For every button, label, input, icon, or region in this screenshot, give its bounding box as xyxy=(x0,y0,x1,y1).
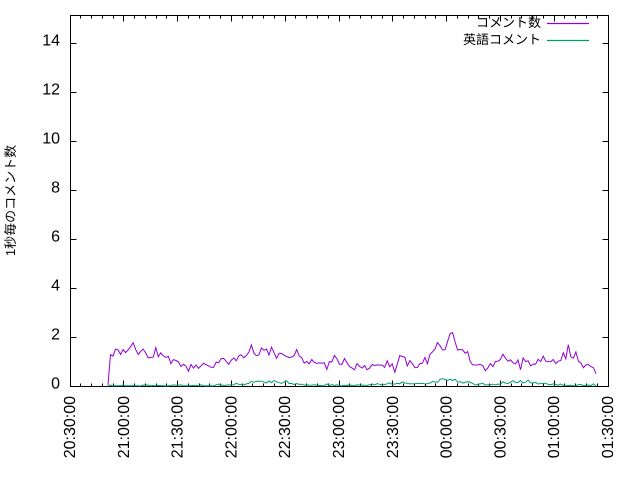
svg-text:12: 12 xyxy=(42,81,60,98)
svg-text:22:30:00: 22:30:00 xyxy=(277,396,294,458)
svg-text:6: 6 xyxy=(51,228,60,245)
svg-text:1秒毎のコメント数: 1秒毎のコメント数 xyxy=(3,145,18,256)
svg-text:2: 2 xyxy=(51,326,60,343)
svg-text:22:00:00: 22:00:00 xyxy=(223,396,240,458)
svg-text:英語コメント: 英語コメント xyxy=(463,32,541,47)
svg-text:23:00:00: 23:00:00 xyxy=(331,396,348,458)
svg-text:4: 4 xyxy=(51,277,60,294)
svg-text:01:30:00: 01:30:00 xyxy=(600,396,617,458)
svg-text:00:00:00: 00:00:00 xyxy=(439,396,456,458)
svg-text:21:00:00: 21:00:00 xyxy=(116,396,133,458)
svg-text:8: 8 xyxy=(51,179,60,196)
svg-text:23:30:00: 23:30:00 xyxy=(385,396,402,458)
svg-text:21:30:00: 21:30:00 xyxy=(170,396,187,458)
svg-text:14: 14 xyxy=(42,32,60,49)
svg-text:10: 10 xyxy=(42,130,60,147)
svg-text:00:30:00: 00:30:00 xyxy=(492,396,509,458)
svg-text:0: 0 xyxy=(51,375,60,392)
svg-text:01:00:00: 01:00:00 xyxy=(546,396,563,458)
svg-text:コメント数: コメント数 xyxy=(476,15,541,30)
svg-text:20:30:00: 20:30:00 xyxy=(62,396,79,458)
